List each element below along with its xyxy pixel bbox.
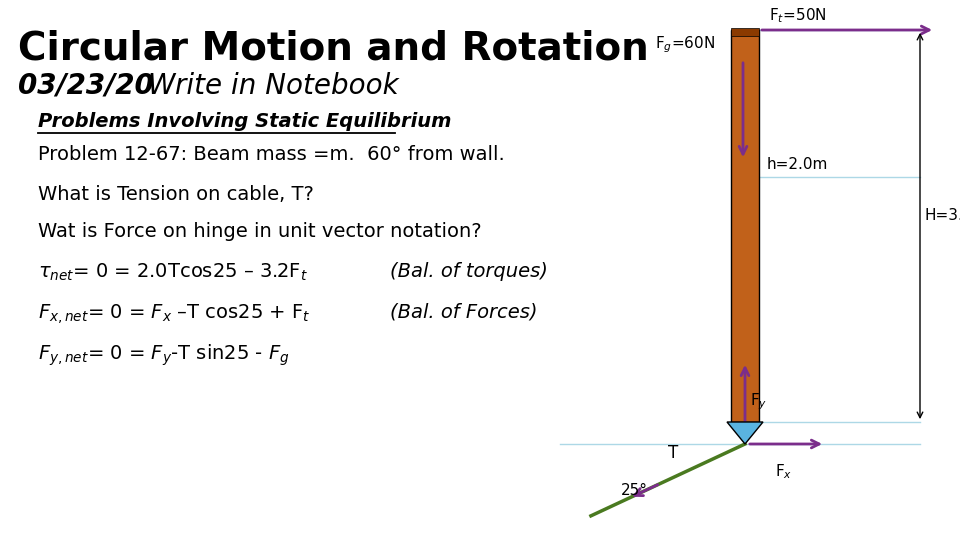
Text: Problem 12-67: Beam mass =m.  60° from wall.: Problem 12-67: Beam mass =m. 60° from wa… — [38, 145, 505, 164]
Text: F$_t$=50N: F$_t$=50N — [769, 6, 827, 25]
Text: (Bal. of torques): (Bal. of torques) — [390, 262, 548, 281]
Text: F$_x$: F$_x$ — [775, 462, 792, 481]
Bar — [731, 30, 759, 422]
Text: $F_{y,net}$= 0 = $F_y$-T sin25 - $F_g$: $F_{y,net}$= 0 = $F_y$-T sin25 - $F_g$ — [38, 342, 289, 368]
Text: F$_g$=60N: F$_g$=60N — [655, 35, 715, 55]
Text: $\tau_{net}$= 0 = 2.0Tcos25 – 3.2F$_t$: $\tau_{net}$= 0 = 2.0Tcos25 – 3.2F$_t$ — [38, 262, 308, 284]
Bar — [731, 28, 759, 36]
Text: 25°: 25° — [621, 483, 648, 498]
Text: Write in Notebook: Write in Notebook — [148, 72, 398, 100]
Text: F$_y$: F$_y$ — [750, 392, 767, 413]
Text: H=3.2m: H=3.2m — [925, 208, 960, 224]
Polygon shape — [727, 422, 763, 444]
Text: What is Tension on cable, T?: What is Tension on cable, T? — [38, 185, 314, 204]
Text: $F_{x,net}$= 0 = $F_x$ –T cos25 + F$_t$: $F_{x,net}$= 0 = $F_x$ –T cos25 + F$_t$ — [38, 302, 310, 326]
Text: T: T — [668, 443, 679, 462]
Text: Problems Involving Static Equilibrium: Problems Involving Static Equilibrium — [38, 112, 451, 131]
Text: 03/23/20: 03/23/20 — [18, 72, 154, 100]
Text: (Bal. of Forces): (Bal. of Forces) — [390, 302, 538, 321]
Text: h=2.0m: h=2.0m — [767, 157, 828, 172]
Text: Wat is Force on hinge in unit vector notation?: Wat is Force on hinge in unit vector not… — [38, 222, 482, 241]
Text: Circular Motion and Rotation: Circular Motion and Rotation — [18, 30, 649, 68]
